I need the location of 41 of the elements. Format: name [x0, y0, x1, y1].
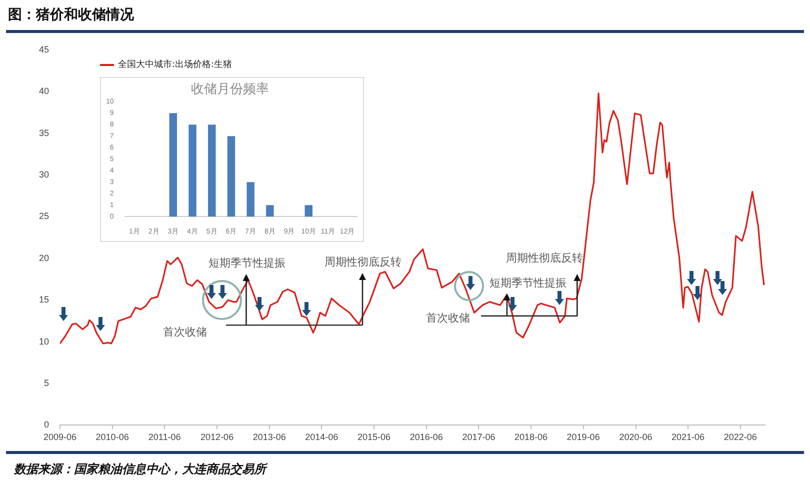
x-tick-label: 2018-06	[514, 432, 548, 442]
x-tick-label: 2014-06	[305, 432, 338, 442]
annotation: 短期季节性提振	[489, 276, 566, 290]
y-tick-label: 5	[44, 378, 50, 388]
legend-label: 全国大中城市:出场价格:生猪	[118, 58, 232, 71]
bar	[227, 136, 236, 217]
bar	[246, 182, 254, 217]
chart-title: 图：猪价和收储情况	[8, 6, 134, 24]
bar	[208, 124, 216, 217]
y-tick-label: 25	[38, 211, 50, 222]
x-tick-label: 2017-06	[462, 432, 496, 442]
chart-title: 收储月份频率	[191, 81, 269, 98]
y-tick-label: 45	[38, 44, 50, 54]
bar	[266, 205, 274, 217]
bar	[169, 113, 178, 217]
y-tick-label: 10	[38, 336, 50, 346]
source-note: 数据来源：国家粮油信息中心，大连商品交易所	[14, 461, 266, 478]
x-tick-label: 2010-06	[96, 432, 129, 442]
x-tick-label: 2020-06	[619, 432, 652, 442]
x-tick-label: 2011-06	[148, 432, 181, 442]
bar	[304, 205, 312, 217]
x-tick-label: 2013-06	[252, 432, 286, 442]
y-tick-label: 0	[44, 420, 50, 430]
x-tick-label: 2019-06	[566, 432, 600, 442]
y-tick-label: 20	[38, 252, 50, 263]
y-tick-label: 40	[38, 86, 50, 96]
x-tick-label: 2009-06	[43, 432, 77, 442]
annotation: 首次收储	[163, 326, 208, 339]
y-tick-label: 35	[38, 128, 50, 138]
y-tick-label: 30	[38, 170, 50, 180]
annotation: 短期季节性提振	[208, 256, 286, 270]
annotation: 首次收储	[426, 311, 470, 324]
x-tick-label: 2012-06	[200, 432, 234, 442]
x-tick-label: 2021-06	[672, 432, 705, 442]
annotation: 周期性彻底反转	[506, 251, 583, 264]
x-tick-label: 2015-06	[357, 432, 390, 442]
annotation: 周期性彻底反转	[324, 255, 402, 268]
x-tick-label: 2022-06	[724, 432, 757, 442]
bar	[188, 124, 196, 217]
x-tick-label: 2016-06	[410, 432, 443, 442]
y-tick-label: 15	[38, 294, 50, 305]
